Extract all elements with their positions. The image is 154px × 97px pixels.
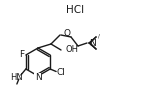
Text: /: /	[98, 33, 100, 39]
Text: HN: HN	[10, 72, 23, 81]
Text: HCl: HCl	[66, 5, 84, 15]
Text: OH: OH	[66, 45, 79, 55]
Text: F: F	[19, 50, 24, 59]
Text: O: O	[63, 29, 70, 39]
Text: N: N	[89, 39, 96, 48]
Text: N: N	[35, 73, 41, 82]
Text: Cl: Cl	[57, 68, 66, 77]
